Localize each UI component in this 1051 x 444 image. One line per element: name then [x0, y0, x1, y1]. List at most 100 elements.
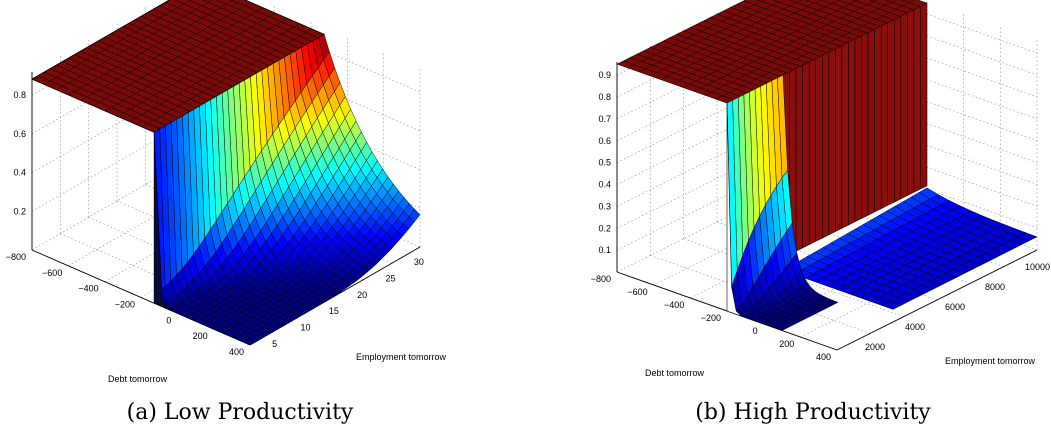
- wall-strip: [822, 51, 830, 239]
- y-axis-label: Debt tomorrow: [645, 368, 705, 378]
- plateau-grid-line: [638, 0, 784, 73]
- plateau-grid-line: [682, 0, 859, 88]
- z-tick-label: 0.4: [598, 180, 611, 190]
- grid-line: [104, 183, 275, 282]
- wall-strip: [920, 2, 928, 190]
- descending-surface: [726, 74, 839, 331]
- z-tick-label: 0.8: [13, 90, 26, 100]
- wall-strip: [828, 48, 836, 236]
- z-tick-label: 0.8: [598, 92, 611, 102]
- wall-strip: [815, 55, 823, 242]
- grid-line: [800, 236, 1001, 338]
- y-tick-label: 0: [166, 315, 171, 325]
- x-tick-label: 20: [357, 290, 367, 300]
- surface-plot-low-productivity: 0.2 0.4 0.6 0.8 −800 −600 −400 −200 0 200 400 5 10 15…: [6, 0, 447, 384]
- wall-strip: [802, 61, 810, 249]
- descending-surface: [153, 33, 421, 346]
- x-axis-label: Employment tomorrow: [945, 356, 1036, 366]
- z-tick-label: 0.1: [598, 245, 611, 255]
- z-tick-label: 0.2: [598, 223, 611, 233]
- z-tick-label: 0.9: [598, 70, 611, 80]
- surface-plot-high-productivity: 0.1 0.2 0.3 0.4 0.5 0.6 0.7 0.8 0.9 −800 −600 −400 −…: [591, 0, 1050, 378]
- x-axis-line: [836, 249, 1038, 351]
- wall-strip: [841, 42, 849, 229]
- z-tick-label: 0.7: [598, 114, 611, 124]
- x-tick-label: 15: [329, 306, 339, 316]
- plateau-grid-line: [693, 0, 878, 92]
- plateau-grid-line: [704, 0, 897, 96]
- plateau-grid-line: [68, 0, 234, 96]
- front-curtain: [153, 132, 251, 346]
- plateau-grid-line: [660, 0, 821, 80]
- wall-strip: [880, 22, 888, 210]
- wall-strip: [907, 9, 915, 197]
- y-tick-label: 400: [816, 352, 831, 362]
- y-tick-label: 0: [753, 326, 758, 336]
- y-tick-label: −600: [627, 287, 647, 297]
- wall-strip: [854, 35, 862, 223]
- vertical-wall: [782, 2, 928, 259]
- y-tick-label: 400: [229, 347, 244, 357]
- y-tick-label: −800: [591, 274, 611, 284]
- plateau-grid-line: [129, 23, 300, 122]
- low-surface: [782, 187, 1038, 310]
- wall-strip: [900, 12, 908, 200]
- y-tick-label: −400: [78, 284, 98, 294]
- wall-strip: [874, 25, 882, 213]
- y-tick-label: 200: [779, 339, 794, 349]
- x-tick-label: 30: [414, 257, 424, 267]
- x-tick-label: 2000: [865, 342, 885, 352]
- grid-line: [616, 171, 818, 273]
- x-tick-label: 10: [301, 323, 311, 333]
- z-tick-label: 0.6: [598, 136, 611, 146]
- x-tick-label: 8000: [985, 282, 1005, 292]
- plateau-grid-line: [141, 28, 312, 128]
- x-tick-label: 4000: [905, 322, 925, 332]
- plateau-grid-line: [671, 0, 840, 84]
- y-tick-label: −400: [664, 300, 684, 310]
- z-tick-label: 0.5: [598, 158, 611, 168]
- plateau-grid-line: [117, 18, 288, 117]
- caption-low-productivity: (a) Low Productivity: [126, 400, 354, 425]
- front-curtain: [726, 103, 783, 331]
- x-tick-label: 25: [386, 274, 396, 284]
- wall-strip: [867, 28, 875, 216]
- y-tick-label: 200: [193, 331, 208, 341]
- z-tick-label: 0.3: [598, 201, 611, 211]
- z-tick-label: 0.4: [13, 168, 26, 178]
- y-tick-label: −800: [6, 252, 26, 262]
- wall-strip: [894, 15, 902, 203]
- x-tick-label: 10000: [1025, 262, 1050, 272]
- plateau-grid-line: [56, 0, 213, 90]
- y-axis-label: Debt tomorrow: [108, 374, 168, 384]
- y-tick-label: −200: [701, 313, 721, 323]
- grid-line: [690, 197, 891, 299]
- plateau-grid-line: [80, 2, 251, 101]
- x-tick-label: 5: [272, 339, 277, 349]
- x-axis-label: Employment tomorrow: [356, 352, 447, 362]
- chart-panel-low-productivity: 0.2 0.4 0.6 0.8 −800 −600 −400 −200 0 200 400 5 10 15…: [0, 0, 480, 444]
- grid-line: [68, 167, 239, 267]
- wall-strip: [808, 58, 816, 246]
- wall-strip: [913, 6, 921, 193]
- wall-strip: [861, 32, 869, 219]
- plateau-surface: [31, 0, 325, 133]
- plateau-grid-line: [627, 0, 765, 69]
- caption-high-productivity: (b) High Productivity: [695, 400, 931, 425]
- wall-strip: [835, 45, 843, 233]
- wall-strip: [848, 38, 856, 226]
- plateau-grid-line: [92, 7, 264, 106]
- plateau-grid-line: [105, 12, 276, 112]
- z-tick-label: 0.6: [13, 129, 26, 139]
- plateau-grid-line: [649, 0, 803, 76]
- plateau-grid-line: [715, 0, 915, 100]
- chart-panel-high-productivity: 0.1 0.2 0.3 0.4 0.5 0.6 0.7 0.8 0.9 −800 −600 −400 −…: [575, 0, 1051, 444]
- y-tick-label: −200: [115, 300, 135, 310]
- x-tick-label: 6000: [945, 302, 965, 312]
- surface-patch: [881, 301, 902, 310]
- z-tick-label: 0.2: [13, 206, 26, 216]
- wall-strip: [887, 19, 895, 206]
- grid-line: [653, 184, 854, 286]
- plateau-grid-line: [44, 0, 192, 85]
- y-tick-label: −600: [42, 268, 62, 278]
